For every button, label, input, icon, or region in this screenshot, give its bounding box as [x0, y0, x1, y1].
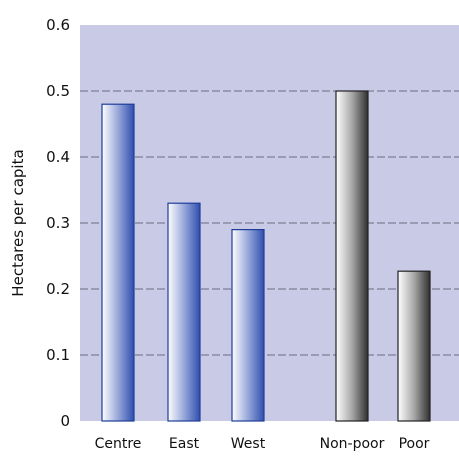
x-category-label: Centre: [95, 436, 142, 452]
y-tick-label: 0.1: [46, 346, 70, 364]
y-tick-label: 0.4: [46, 148, 70, 166]
x-category-labels: Centre East West Non-poor Poor: [95, 436, 430, 452]
y-tick-label: 0.2: [46, 280, 70, 298]
x-category-label: Non-poor: [320, 436, 385, 452]
bar-poor: [397, 270, 431, 422]
y-tick-label: 0.3: [46, 214, 70, 232]
bar-west: [231, 229, 265, 422]
y-tick-label: 0.6: [46, 16, 70, 34]
y-tick-label: 0: [60, 412, 70, 430]
y-tick-labels: 0 0.1 0.2 0.3 0.4 0.5 0.6: [46, 16, 70, 430]
y-axis-title: Hectares per capita: [9, 149, 27, 296]
bar-east: [167, 202, 201, 422]
grid-lines: [80, 90, 459, 356]
x-category-label: Poor: [399, 436, 430, 452]
bar-centre: [101, 103, 135, 422]
bars: [101, 90, 431, 422]
bar-non-poor: [335, 90, 369, 422]
x-category-label: West: [231, 436, 266, 452]
y-tick-label: 0.5: [46, 82, 70, 100]
x-category-label: East: [169, 436, 200, 452]
